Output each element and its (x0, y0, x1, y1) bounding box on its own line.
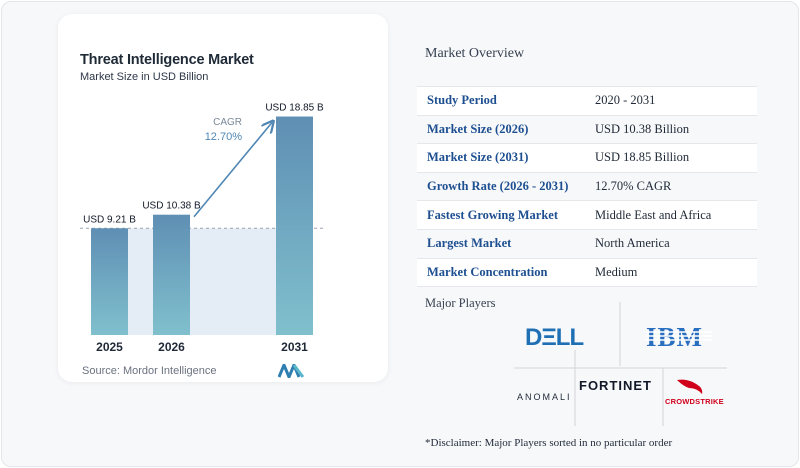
bar-chart: USD 9.21 B 2025 USD 10.38 B 2026 USD 18.85 B… (80, 103, 325, 354)
row-key: Study Period (427, 93, 497, 108)
row-value: Middle East and Africa (595, 207, 712, 222)
cagr-arrow (193, 123, 272, 218)
anomali-logo: ANOMALI (517, 392, 572, 402)
players-title: Major Players (425, 296, 496, 310)
bar-2031 (276, 116, 313, 336)
overview-row: Largest Market North America (417, 229, 757, 259)
row-key: Market Concentration (427, 264, 548, 279)
overview-table: Study Period 2020 - 2031 Market Size (202… (417, 86, 757, 288)
overview-title: Market Overview (425, 46, 525, 61)
ibm-logo-icon: IBM (646, 323, 712, 351)
data-label-2026: USD 10.38 B (142, 201, 201, 212)
row-value: USD 18.85 Billion (595, 150, 690, 165)
dell-logo-icon: DΞLL (525, 324, 584, 349)
overview-row: Growth Rate (2026 - 2031) 12.70% CAGR (417, 172, 757, 202)
row-value: 2020 - 2031 (595, 93, 656, 108)
bar-2026 (153, 214, 190, 335)
overview-row: Market Size (2031) USD 18.85 Billion (417, 144, 757, 173)
overview-row: Fastest Growing Market Middle East and Af… (417, 201, 757, 230)
disclaimer: *Disclaimer: Major Players sorted in no … (425, 437, 673, 449)
source-note: Source: Mordor Intelligence (82, 365, 217, 377)
crowdstrike-falcon-icon (677, 379, 703, 394)
row-value: 12.70% CAGR (595, 179, 672, 194)
crowdstrike-logo: CROWDSTRIKE (665, 397, 724, 406)
svg-text:DΞLL: DΞLL (525, 324, 583, 349)
fortinet-logo: FORTINET (579, 378, 652, 393)
row-value: USD 10.38 Billion (595, 121, 690, 136)
row-key: Largest Market (427, 236, 512, 251)
overview-row: Market Size (2026) USD 10.38 Billion (417, 115, 757, 145)
mordor-logo-icon (278, 364, 304, 378)
row-key: Market Size (2026) (427, 121, 529, 136)
x-tick-2031: 2031 (281, 340, 308, 354)
x-tick-2025: 2025 (96, 340, 123, 354)
data-label-2031: USD 18.85 B (265, 103, 324, 114)
chart-subtitle: Market Size in USD Billion (80, 71, 209, 83)
row-value: North America (595, 236, 670, 251)
row-key: Market Size (2031) (427, 150, 529, 165)
row-value: Medium (595, 264, 638, 279)
row-key: Growth Rate (2026 - 2031) (427, 179, 569, 194)
data-label-2025: USD 9.21 B (83, 214, 136, 225)
chart-title: Threat Intelligence Market (80, 52, 254, 68)
x-tick-2026: 2026 (158, 340, 185, 354)
bar-2025 (91, 228, 128, 335)
players-dividers (514, 302, 727, 426)
cagr-value: 12.70% (205, 131, 243, 143)
cagr-label: CAGR (213, 117, 242, 128)
players-grid: DΞLL IBM ANOMALI FORTINET CROWDSTRIKE (417, 300, 757, 430)
overview-row: Study Period 2020 - 2031 (417, 87, 757, 116)
overview-row: Market Concentration Medium (417, 258, 757, 288)
row-key: Fastest Growing Market (427, 207, 558, 222)
svg-text:IBM: IBM (646, 323, 703, 351)
